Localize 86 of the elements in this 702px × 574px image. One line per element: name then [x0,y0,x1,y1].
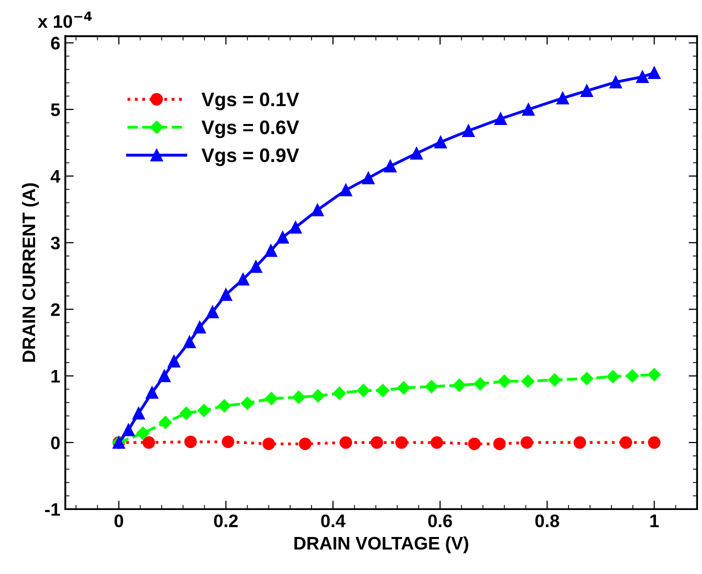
point [220,288,232,301]
text: x 10$^{−4}$ [38,12,92,28]
point [183,336,196,348]
point [276,231,289,244]
x-tick-label: 1 [650,514,659,528]
point [410,147,423,160]
point [648,66,661,80]
point [168,355,180,368]
point [298,438,312,450]
point [184,436,197,448]
point [522,103,535,116]
y-tick-label: 0 [51,436,60,450]
point [424,380,438,394]
point [397,381,410,394]
point [430,436,444,449]
point [468,438,481,450]
y-tick-label: 4 [50,170,60,183]
x-tick-label: 0.2 [214,514,238,528]
point [158,370,171,382]
x-tick-label: 0.8 [535,514,560,528]
y-tick-label: 2 [51,303,60,316]
point [520,436,534,449]
point [146,386,158,399]
point [136,426,150,440]
point [384,160,397,172]
point [395,436,408,449]
point [474,377,487,390]
point [240,396,254,410]
point [236,273,250,286]
x-tick-label: 0.4 [321,514,346,528]
x-tick-label: 0.6 [428,514,452,528]
point [340,436,352,449]
point [620,436,632,449]
x-axis-title: DRAIN VOLTAGE (V) [294,536,468,554]
point [142,436,156,449]
point [122,424,135,436]
point [580,372,594,386]
point [264,244,278,257]
point [222,436,234,448]
point [206,306,219,318]
point [521,374,534,388]
legend-label: Vgs = 0.6V [202,120,300,138]
point [556,92,569,104]
point [548,373,562,386]
point [626,369,639,382]
point [250,260,262,273]
point [362,172,375,184]
point [493,438,506,450]
legend-label: Vgs = 0.1V [202,92,300,110]
point [606,370,620,384]
point [292,390,306,404]
legend-label: Vgs = 0.9V [202,148,300,166]
point [609,76,622,88]
point [494,112,507,126]
point [132,406,145,420]
point [376,384,390,398]
point [462,124,475,138]
point [648,368,661,382]
y-axis-title: DRAIN CURRENT (A) [22,183,39,362]
point [452,378,466,392]
point [498,374,511,388]
point [356,384,370,398]
point [158,416,172,430]
y-tick-label: -1 [45,503,60,516]
point [180,406,193,420]
y-tick-label: 5 [50,104,60,116]
point [332,386,346,400]
point [311,204,324,216]
point [636,70,649,84]
point [340,184,352,196]
point [370,436,384,449]
x-tick-label: 0 [114,514,124,528]
point [648,436,661,449]
y-tick-label: 6 [51,36,60,50]
point [264,392,278,406]
point [311,389,325,402]
y-tick-label: 1 [52,370,60,382]
point [262,438,275,450]
point [218,399,231,412]
y-tick-label: 3 [50,236,60,250]
point [580,84,594,98]
point [574,436,586,449]
point [197,404,211,418]
point [434,136,447,148]
point [193,321,206,334]
point [289,221,302,234]
